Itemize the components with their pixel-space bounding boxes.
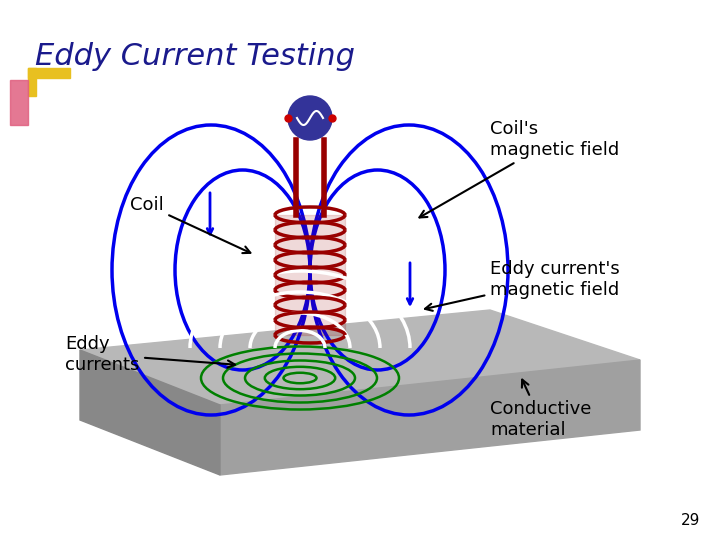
Text: Eddy current's
magnetic field: Eddy current's magnetic field	[425, 260, 620, 311]
Text: Eddy Current Testing: Eddy Current Testing	[35, 42, 355, 71]
Text: Coil's
magnetic field: Coil's magnetic field	[420, 120, 619, 218]
Circle shape	[288, 96, 332, 140]
Polygon shape	[220, 360, 640, 475]
Bar	[10, 80, 28, 125]
Polygon shape	[80, 310, 640, 405]
Bar	[275, 215, 345, 335]
Text: Eddy
currents: Eddy currents	[65, 335, 235, 374]
Text: 29: 29	[680, 513, 700, 528]
Text: Coil: Coil	[130, 196, 251, 253]
Bar	[28, 68, 70, 78]
Polygon shape	[80, 350, 220, 475]
Text: Conductive
material: Conductive material	[490, 380, 591, 439]
Bar	[28, 68, 36, 96]
